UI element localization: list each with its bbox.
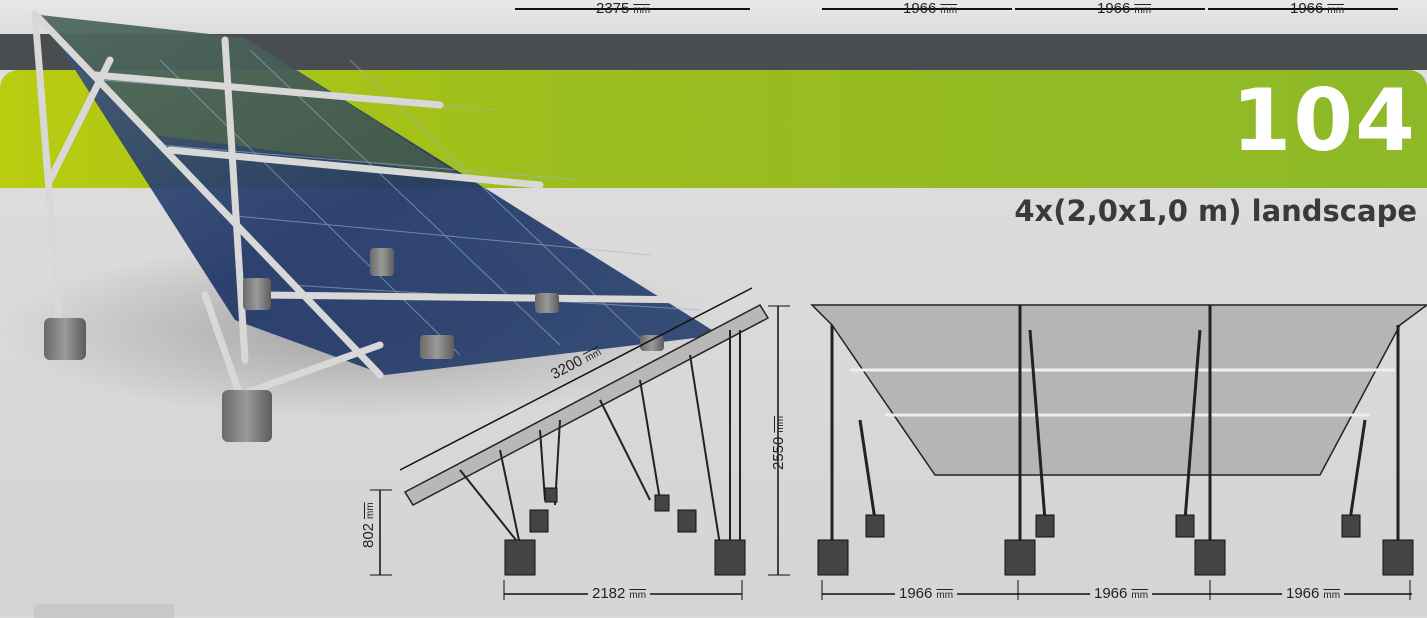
dim-low-height: 802mm: [360, 502, 377, 548]
top-dim-left: 2375 mm: [596, 0, 651, 17]
ballast-block: [44, 318, 86, 360]
top-dim-right-2: 1966 mm: [1097, 0, 1152, 17]
front-dim-2: 1966 mm: [1090, 585, 1153, 602]
panel-reflection: [40, 15, 460, 175]
front-dim-1: 1966 mm: [895, 585, 958, 602]
dim-depth: 2182 mm: [588, 585, 651, 602]
solar-array-3d: [31, 10, 720, 442]
dimension-line: [1208, 8, 1398, 10]
configuration-subtitle: 4x(2,0x1,0 m) landscape: [1014, 194, 1417, 228]
ballast-block: [222, 390, 272, 442]
ballast-block: [243, 278, 271, 310]
front-dim-3: 1966 mm: [1282, 585, 1345, 602]
top-dimension-strip: [0, 0, 1427, 34]
ballast-block: [640, 335, 664, 351]
ballast-block: [420, 335, 454, 359]
top-dim-right-3: 1966 mm: [1290, 0, 1345, 17]
dim-height: 2550mm: [770, 415, 787, 470]
next-section-edge: [34, 604, 174, 618]
dimension-line: [1015, 8, 1205, 10]
ballast-block: [370, 248, 394, 276]
dimension-line: [515, 8, 750, 10]
solar-panel-surface: [40, 15, 720, 375]
top-dim-right-1: 1966 mm: [903, 0, 958, 17]
ballast-block: [535, 293, 559, 313]
model-code: 104: [1231, 71, 1417, 171]
dimension-line: [822, 8, 1012, 10]
front-view-drawing: [810, 304, 1427, 600]
